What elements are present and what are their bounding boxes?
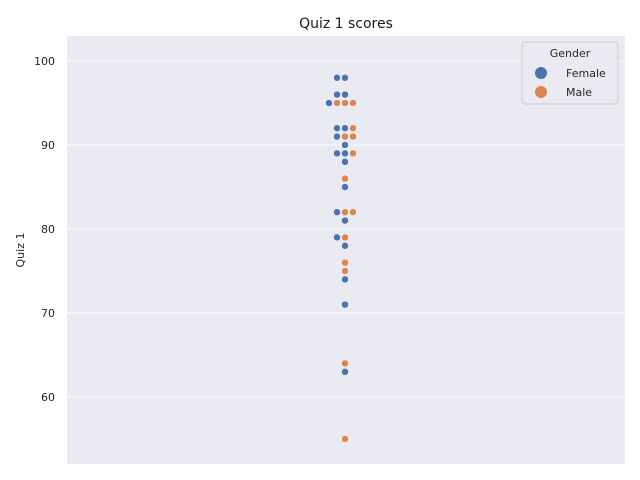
point-female <box>341 149 349 158</box>
point-male <box>341 208 349 216</box>
point-female <box>333 233 341 242</box>
y-tick-label: 100 <box>34 55 55 68</box>
point-male <box>341 99 349 107</box>
y-tick-label: 90 <box>41 139 55 152</box>
point-female <box>341 124 349 132</box>
y-tick-label: 60 <box>41 391 55 404</box>
point-male <box>349 149 357 158</box>
y-axis-label: Quiz 1 <box>14 233 27 268</box>
legend-label-female: Female <box>566 67 606 80</box>
point-male <box>349 208 357 216</box>
point-male <box>341 233 349 242</box>
plot-background <box>67 36 625 464</box>
point-male <box>333 99 341 107</box>
point-female <box>333 132 341 141</box>
point-male <box>341 435 349 443</box>
point-male <box>341 174 349 183</box>
point-female <box>341 275 349 284</box>
y-tick-labels: 60 70 80 90 100 <box>34 55 55 404</box>
y-tick-label: 70 <box>41 307 55 320</box>
point-female <box>341 74 349 82</box>
legend-label-male: Male <box>566 86 592 99</box>
legend: Gender Female Male <box>521 41 619 105</box>
chart-title: Quiz 1 scores <box>299 16 393 32</box>
point-female <box>341 158 349 166</box>
point-female <box>333 208 341 216</box>
point-male <box>341 132 349 141</box>
point-male <box>349 132 357 141</box>
point-female <box>325 99 333 107</box>
point-female <box>341 368 349 376</box>
point-female <box>341 183 349 191</box>
point-female <box>333 149 341 158</box>
data-points <box>325 74 357 443</box>
point-female <box>333 124 341 132</box>
legend-marker-female <box>535 67 547 79</box>
point-female <box>341 216 349 225</box>
legend-marker-male <box>535 86 547 98</box>
point-female <box>341 141 349 149</box>
point-female <box>341 90 349 99</box>
point-female <box>341 300 349 309</box>
point-male <box>341 359 349 368</box>
point-male <box>341 258 349 267</box>
legend-box <box>521 41 619 105</box>
y-tick-label: 80 <box>41 223 55 236</box>
legend-title: Gender <box>550 47 591 60</box>
point-female <box>333 74 341 82</box>
point-male <box>349 99 357 107</box>
point-female <box>341 242 349 250</box>
point-female <box>333 90 341 99</box>
point-male <box>349 124 357 132</box>
point-male <box>341 267 349 275</box>
